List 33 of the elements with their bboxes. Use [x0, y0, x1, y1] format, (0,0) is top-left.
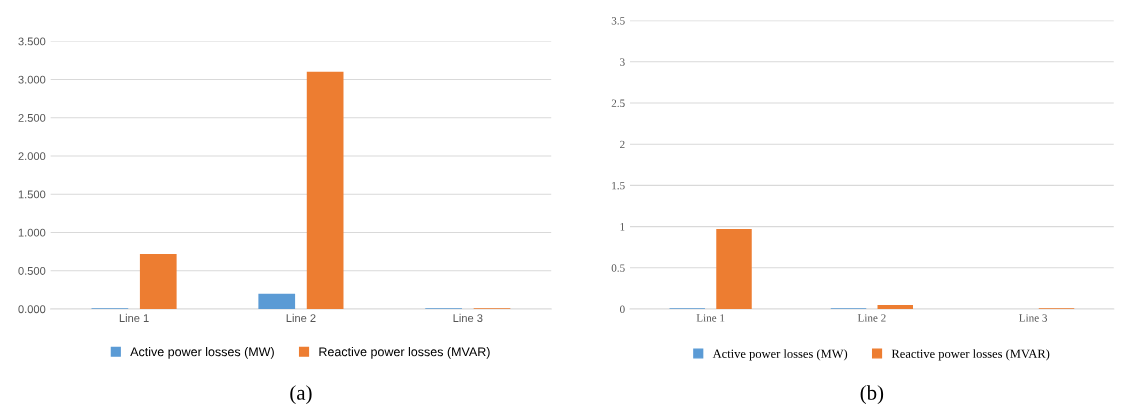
y-tick-label: 2.5 [611, 99, 625, 108]
legend-label: Active power losses (MW) [130, 347, 274, 359]
text: (a) [290, 385, 312, 405]
y-tick-label: 1.5 [612, 181, 625, 190]
x-tick-label: Line 3 [1019, 314, 1048, 322]
x-tick-label: Line 3 [453, 313, 483, 323]
bar [716, 229, 752, 309]
y-tick-label: 0 [620, 305, 625, 313]
bar [258, 293, 296, 309]
bar [139, 253, 177, 309]
x-tick-label: Line 2 [857, 314, 886, 322]
text: (b) [860, 385, 884, 405]
y-tick-label: 0.500 [18, 267, 46, 275]
legend-label: Active power losses (MW) [712, 349, 848, 361]
y-tick-label: 0.5 [611, 264, 625, 272]
y-tick-label: 0.000 [18, 305, 46, 314]
y-tick-label: 2.000 [18, 152, 46, 161]
y-tick-label: 1.000 [18, 228, 46, 237]
bar [877, 304, 913, 309]
legend-label: Reactive power losses (MVAR) [319, 347, 490, 359]
x-tick-label: Line 1 [696, 314, 725, 322]
y-tick-label: 3.500 [18, 37, 46, 46]
y-tick-label: 2.500 [18, 113, 46, 122]
x-tick-label: Line 2 [286, 313, 316, 323]
x-tick-label: Line 1 [119, 313, 149, 323]
bar [306, 71, 344, 309]
y-tick-label: 1 [620, 223, 625, 231]
y-tick-label: 3.5 [611, 17, 625, 25]
y-tick-label: 3 [620, 58, 625, 66]
y-tick-label: 1.500 [18, 190, 46, 199]
legend-label: Reactive power losses (MVAR) [891, 349, 1050, 361]
y-tick-label: 2 [620, 140, 625, 149]
y-tick-label: 3.000 [18, 75, 46, 84]
